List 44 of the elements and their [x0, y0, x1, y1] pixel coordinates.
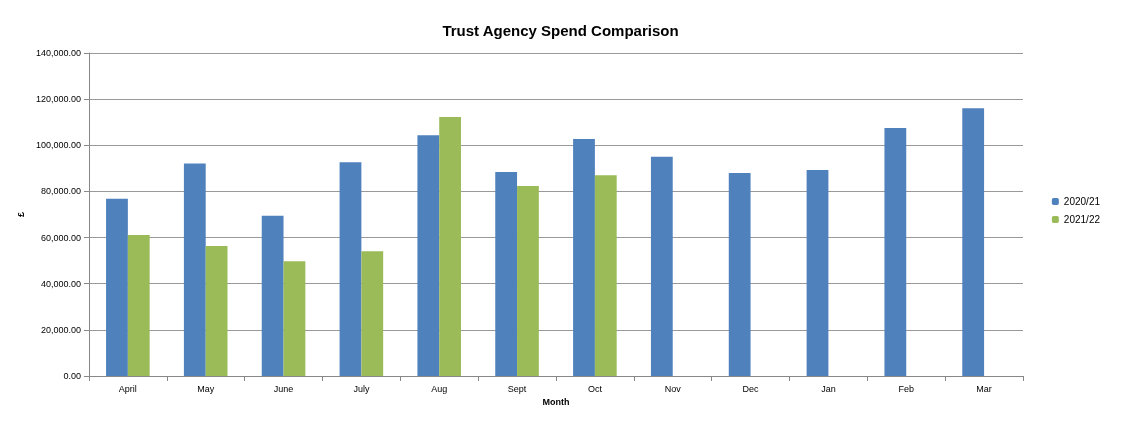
- bar: [728, 172, 751, 376]
- x-tick-label: July: [353, 383, 370, 394]
- bar: [806, 169, 829, 376]
- bar: [439, 116, 462, 376]
- legend-label: 2021/22: [1063, 214, 1101, 225]
- chart-title: Trust Agency Spend Comparison: [442, 22, 679, 39]
- y-tick-label: 20,000.00: [40, 324, 81, 335]
- bar: [962, 108, 985, 376]
- bar: [573, 139, 595, 376]
- bar: [106, 198, 128, 376]
- bar: [283, 261, 306, 376]
- x-tick-label: Feb: [898, 383, 914, 394]
- x-tick-label: June: [273, 383, 294, 394]
- x-tick-label: Nov: [664, 383, 682, 394]
- x-tick-label: Sept: [507, 383, 527, 394]
- y-tick-label: 100,000.00: [35, 140, 81, 151]
- bar: [205, 246, 228, 376]
- y-tick-label: 140,000.00: [35, 48, 81, 58]
- y-tick-label: 120,000.00: [35, 94, 81, 105]
- x-tick-label: Jan: [821, 383, 836, 394]
- x-tick-label: Dec: [742, 383, 760, 394]
- bar: [261, 215, 284, 376]
- bar: [417, 135, 440, 376]
- y-tick-label: 60,000.00: [40, 232, 81, 243]
- y-tick-label: 0.00: [63, 371, 81, 381]
- x-tick-label: April: [118, 383, 137, 394]
- x-tick-label: Mar: [976, 383, 992, 394]
- legend-label: 2020/21: [1063, 196, 1101, 207]
- bar: [339, 162, 362, 376]
- bar: [650, 156, 673, 376]
- bar: [495, 172, 518, 376]
- bar: [594, 175, 617, 376]
- bar: [884, 127, 907, 376]
- y-tick-label: 40,000.00: [40, 278, 81, 289]
- x-tick-label: May: [197, 383, 215, 394]
- x-tick-label: Oct: [587, 383, 603, 394]
- y-axis-title: £: [15, 211, 26, 218]
- bar: [127, 235, 150, 376]
- y-tick-label: 80,000.00: [40, 186, 81, 197]
- bar: [517, 185, 539, 376]
- x-axis-title: Month: [542, 397, 570, 408]
- bar: [183, 163, 206, 376]
- bar: [361, 251, 384, 376]
- x-tick-label: Aug: [431, 383, 448, 394]
